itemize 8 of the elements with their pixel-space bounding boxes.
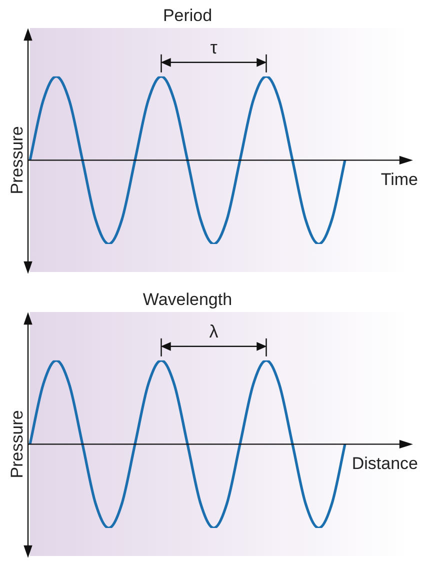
x-axis-title: Distance [352, 454, 418, 473]
y-axis-title: Pressure [8, 410, 27, 478]
y-axis-title: Pressure [8, 126, 27, 194]
chart-title: Wavelength [142, 290, 232, 309]
text: τ [210, 37, 218, 58]
text: λ [209, 321, 218, 342]
chart-title: Period [162, 6, 212, 25]
x-axis-title: Time [380, 170, 418, 189]
